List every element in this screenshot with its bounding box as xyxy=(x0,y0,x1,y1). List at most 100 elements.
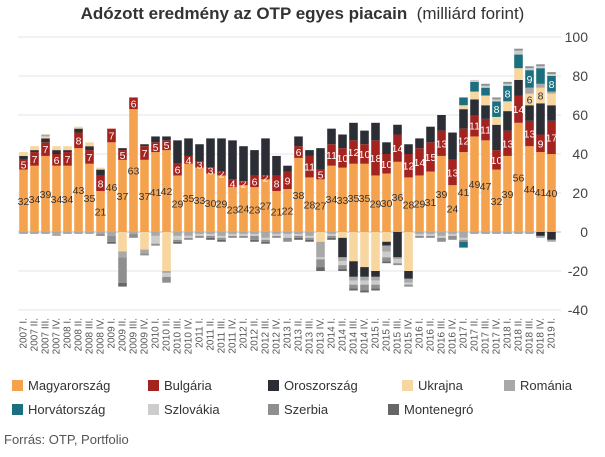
data-label: 2 xyxy=(219,169,225,181)
bar-segment-negative xyxy=(448,233,457,236)
legend-item: Montenegró xyxy=(388,402,473,417)
bar-segment xyxy=(437,130,446,156)
bar-segment xyxy=(547,74,556,76)
data-label: 49 xyxy=(469,179,481,191)
data-label: 24 xyxy=(238,204,250,216)
bar-segment-negative xyxy=(19,232,28,234)
bar-segment-negative xyxy=(217,237,226,240)
bar-segment-negative xyxy=(305,232,314,236)
bar-segment xyxy=(481,95,490,106)
bar-segment xyxy=(173,175,182,232)
x-tick-label: 2018 III. xyxy=(525,318,536,354)
bar-segment xyxy=(459,105,468,110)
bar-segment xyxy=(162,136,171,141)
x-tick-label: 2013 II. xyxy=(294,318,305,351)
data-label: 10 xyxy=(491,155,503,167)
bar-segment xyxy=(415,175,424,232)
bar-segment-negative xyxy=(437,232,446,236)
bar-segment xyxy=(547,105,556,121)
bar-segment xyxy=(74,128,83,133)
x-tick-label: 2012 III. xyxy=(261,318,272,354)
data-label: 12 xyxy=(458,135,470,147)
bar-segment xyxy=(470,91,479,100)
x-tick-label: 2018 I. xyxy=(503,318,514,349)
bar-segment xyxy=(404,144,413,154)
bar-segment xyxy=(250,150,259,176)
bar-segment-negative xyxy=(294,232,303,234)
y-tick-label: 40 xyxy=(572,146,588,162)
bar-segment-negative xyxy=(107,241,116,244)
bar-segment xyxy=(525,120,534,147)
bar-segment-negative xyxy=(404,278,413,283)
data-label: 39 xyxy=(40,189,52,201)
bar-segment xyxy=(239,185,248,232)
bar-segment xyxy=(239,181,248,186)
data-label: 6 xyxy=(175,165,181,177)
bar-segment xyxy=(19,155,28,160)
chart-title-main: Adózott eredmény az OTP egyes piacain xyxy=(80,4,408,23)
data-label: 28 xyxy=(403,200,415,212)
bar-segment xyxy=(217,171,226,176)
bar-segment xyxy=(140,146,149,160)
data-label: 5 xyxy=(318,169,324,181)
bar-segment-negative xyxy=(349,288,358,291)
bar-segment-negative xyxy=(327,237,336,240)
bar-segment xyxy=(272,155,281,176)
x-tick-label: 2017 I. xyxy=(459,318,470,349)
bar-segment-negative xyxy=(217,239,226,242)
bar-segment xyxy=(349,140,358,164)
x-tick-label: 2007 I. xyxy=(19,318,30,349)
bar-segment-negative xyxy=(184,232,193,236)
bar-segment xyxy=(74,126,83,129)
x-tick-label: 2018 II. xyxy=(514,318,525,351)
data-label: 11 xyxy=(326,150,337,162)
bar-segment xyxy=(492,169,501,232)
bar-segment-negative xyxy=(217,235,226,238)
bar-segment xyxy=(514,122,523,232)
bar-segment xyxy=(481,83,490,86)
bar-segment xyxy=(52,146,61,151)
bar-segment-negative xyxy=(382,257,391,262)
data-label: 41 xyxy=(458,187,470,199)
bar-segment-negative xyxy=(118,282,127,287)
bar-segment xyxy=(481,105,490,119)
bar-segment xyxy=(63,146,72,151)
bar-segment-negative xyxy=(173,241,182,244)
bar-segment xyxy=(272,175,281,192)
x-tick-label: 2017 II. xyxy=(470,318,481,351)
bar-segment xyxy=(195,144,204,162)
legend-label: Ukrajna xyxy=(418,378,463,393)
bar-segment xyxy=(228,187,237,232)
bar-segment xyxy=(459,128,468,153)
data-label: 22 xyxy=(282,206,294,218)
bar-segment xyxy=(536,87,545,104)
data-label: 11 xyxy=(304,162,315,174)
bar-segment-negative xyxy=(195,232,204,234)
bar-segment xyxy=(525,66,534,69)
data-label: 27 xyxy=(260,201,272,213)
legend-swatch xyxy=(268,380,279,391)
bar-segment xyxy=(415,148,424,176)
bar-segment xyxy=(118,159,127,232)
bar-segment-negative xyxy=(85,232,94,234)
bar-segment-negative xyxy=(151,232,160,236)
data-label: 14 xyxy=(414,157,426,169)
data-label: 4 xyxy=(186,155,192,167)
bar-segment xyxy=(63,150,72,153)
data-label: 6 xyxy=(54,155,60,167)
bar-segment xyxy=(217,138,226,172)
bar-segment-negative xyxy=(140,232,149,250)
bar-segment xyxy=(118,150,127,160)
data-label: 2 xyxy=(241,178,247,190)
data-label: 5 xyxy=(153,142,159,154)
x-tick-label: 2007 II. xyxy=(30,318,41,351)
bar-segment xyxy=(173,163,182,176)
bar-segment xyxy=(503,83,512,86)
bar-segment-negative xyxy=(327,233,336,236)
bar-segment-negative xyxy=(96,233,105,236)
bar-segment-negative xyxy=(470,232,479,234)
bar-segment-negative xyxy=(415,235,424,238)
legend-item: Szerbia xyxy=(268,402,328,417)
bar-segment-negative xyxy=(305,237,314,240)
bar-segment xyxy=(382,142,391,154)
